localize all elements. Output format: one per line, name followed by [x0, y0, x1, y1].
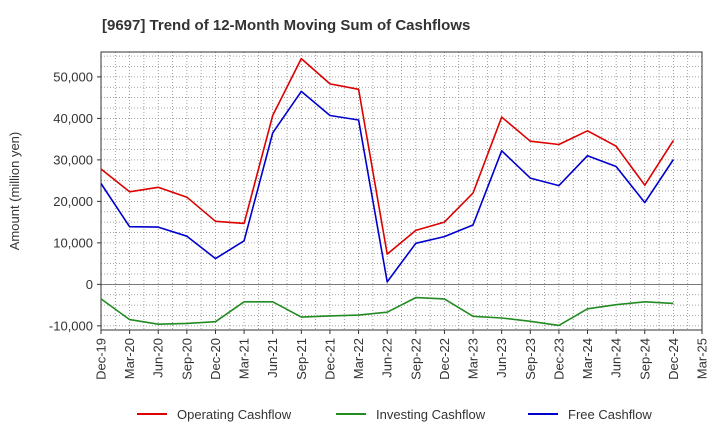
x-tick-label-13: Mar-23: [466, 338, 481, 379]
x-tick-label-2: Jun-20: [151, 338, 166, 378]
y-tick-label-5: 40,000: [53, 111, 93, 126]
x-tick-label-19: Sep-24: [637, 338, 652, 380]
chart-title: [9697] Trend of 12-Month Moving Sum of C…: [102, 17, 470, 34]
y-axis-label: Amount (million yen): [7, 132, 22, 251]
grid: [100, 52, 703, 330]
series-line-operating-cashflow: [100, 57, 675, 255]
x-tick-label-15: Sep-23: [523, 338, 538, 380]
y-tick-label-6: 50,000: [53, 69, 93, 84]
x-tick-label-0: Dec-19: [94, 338, 109, 380]
y-axis-ticks: -10,000 0 10,000 20,000 30,000 40,000 50,000: [49, 69, 101, 333]
x-axis-ticks: Dec-19 Mar-20 Jun-20 Sep-20 Dec-20 Mar-21 Jun-…: [94, 330, 710, 380]
x-tick-label-5: Mar-21: [237, 338, 252, 379]
x-tick-label-21: Mar-25: [695, 338, 710, 379]
x-tick-label-4: Dec-20: [208, 338, 223, 380]
plot-area-frame: [100, 51, 703, 331]
legend-label-free-cashflow: Free Cashflow: [568, 407, 652, 422]
x-tick-label-10: Jun-22: [380, 338, 395, 378]
y-tick-label-0: -10,000: [49, 318, 93, 333]
x-tick-label-3: Sep-20: [179, 338, 194, 380]
x-tick-label-17: Mar-24: [580, 338, 595, 379]
y-tick-label-1: 0: [86, 277, 93, 292]
y-tick-label-2: 10,000: [53, 235, 93, 250]
x-tick-label-6: Jun-21: [265, 338, 280, 378]
x-tick-label-20: Dec-24: [666, 338, 681, 380]
x-tick-label-18: Jun-24: [609, 338, 624, 378]
legend: Operating Cashflow Investing Cashflow Free…: [137, 407, 652, 422]
series-line-free-cashflow: [100, 90, 675, 283]
x-tick-label-7: Sep-21: [294, 338, 309, 380]
legend-label-investing-cashflow: Investing Cashflow: [376, 407, 486, 422]
legend-label-operating-cashflow: Operating Cashflow: [177, 407, 292, 422]
x-tick-label-14: Jun-23: [494, 338, 509, 378]
y-tick-label-3: 20,000: [53, 194, 93, 209]
x-tick-label-16: Dec-23: [551, 338, 566, 380]
x-tick-label-11: Sep-22: [408, 338, 423, 380]
x-tick-label-8: Dec-21: [322, 338, 337, 380]
series-layer: [100, 57, 675, 327]
x-tick-label-1: Mar-20: [122, 338, 137, 379]
y-tick-label-4: 30,000: [53, 152, 93, 167]
x-tick-label-12: Dec-22: [437, 338, 452, 380]
series-line-investing-cashflow: [100, 296, 674, 327]
x-tick-label-9: Mar-22: [351, 338, 366, 379]
